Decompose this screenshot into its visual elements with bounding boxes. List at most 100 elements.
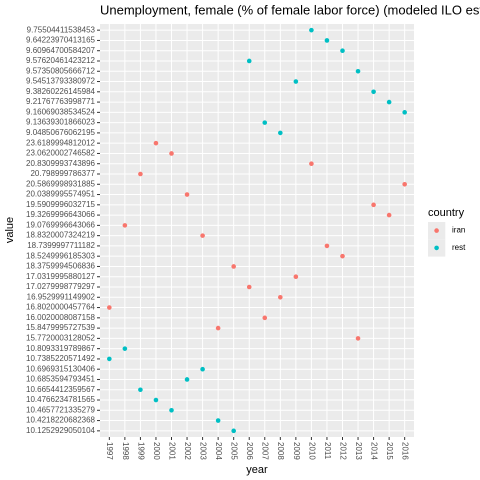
- chart-title: Unemployment, female (% of female labor …: [100, 2, 480, 17]
- y-tick-label: 10.6853594793451: [26, 375, 96, 384]
- point: [278, 130, 283, 136]
- point: [138, 387, 143, 393]
- point: [402, 181, 407, 187]
- point: [278, 294, 283, 300]
- point: [355, 68, 361, 74]
- y-tick-label: 10.4657721335279: [26, 405, 96, 414]
- point: [122, 346, 128, 351]
- y-tick-label: 9.16069038534524: [26, 107, 96, 116]
- point: [371, 89, 376, 95]
- y-tick-label: 9.54513793380972: [26, 77, 96, 86]
- x-tick-label: 2004: [214, 442, 223, 460]
- point: [246, 58, 252, 64]
- point: [169, 151, 174, 156]
- y-tick-label: 15.8479995727539: [26, 323, 96, 332]
- y-tick-label: 19.5909996032715: [26, 200, 96, 209]
- x-tick-label: 2005: [230, 442, 239, 460]
- x-tick-label: 2009: [292, 442, 301, 460]
- y-tick-label: 10.6654412359567: [26, 385, 96, 394]
- y-tick-label: 9.57350805666712: [26, 66, 96, 75]
- y-tick-label: 18.7399997711182: [27, 241, 95, 250]
- y-tick-label: 16.8020000457764: [26, 303, 96, 312]
- y-tick-label: 18.3759994506836: [26, 262, 96, 271]
- y-tick-label: 23.0620002746582: [26, 149, 96, 158]
- point: [402, 110, 407, 115]
- point: [169, 407, 174, 413]
- y-tick-label: 10.1252929050104: [26, 426, 96, 435]
- y-tick-label: 15.7720003128052: [26, 333, 96, 342]
- point: [215, 418, 221, 423]
- legend-marker: [434, 228, 439, 233]
- y-tick-label: 9.57620461423212: [26, 56, 96, 65]
- point: [293, 274, 299, 280]
- y-tick-label: 18.5249996185303: [26, 251, 96, 260]
- y-tick-label: 16.9529991149902: [27, 292, 96, 301]
- y-tick-label: 9.04850676062195: [26, 128, 96, 137]
- y-tick-label: 16.0020008087158: [26, 313, 96, 322]
- panel: [100, 24, 414, 437]
- y-tick-label: 19.0769996643066: [26, 220, 96, 229]
- x-tick-label: 2013: [354, 442, 363, 460]
- point: [200, 366, 205, 372]
- y-tick-label: 20.8309993743896: [26, 159, 96, 168]
- x-tick-label: 2006: [245, 442, 254, 460]
- x-axis-label: year: [246, 464, 268, 476]
- point: [262, 315, 268, 321]
- point: [231, 264, 236, 269]
- y-tick-label: 17.0279998779297: [26, 282, 96, 291]
- y-tick-label: 10.4218220682368: [26, 416, 96, 425]
- x-tick-label: 2016: [401, 442, 410, 460]
- legend-marker: [434, 245, 439, 251]
- y-tick-label: 9.38260226145984: [26, 87, 96, 96]
- y-tick-label: 9.64223970413165: [26, 36, 96, 45]
- x-tick-label: 1999: [136, 442, 145, 460]
- point: [153, 397, 159, 403]
- point: [262, 120, 268, 125]
- y-tick-label: 9.13639301866023: [26, 118, 96, 127]
- point: [355, 336, 361, 341]
- legend-label: rest: [452, 243, 466, 252]
- x-tick-label: 2001: [167, 442, 176, 460]
- y-tick-label: 10.4766234781565: [26, 395, 96, 404]
- point: [200, 233, 205, 238]
- point: [138, 171, 143, 177]
- point: [309, 27, 314, 33]
- y-tick-label: 20.5869998931885: [26, 179, 96, 188]
- y-tick-label: 20.0389995574951: [26, 190, 96, 199]
- y-tick-label: 23.6189994812012: [26, 138, 96, 147]
- y-tick-label: 9.21767763998771: [26, 97, 96, 106]
- x-tick-label: 2007: [261, 442, 270, 460]
- y-axis-label: value: [4, 217, 16, 243]
- point: [386, 99, 392, 105]
- x-tick-label: 2010: [307, 442, 316, 460]
- point: [231, 428, 236, 434]
- point: [107, 356, 112, 362]
- point: [324, 38, 330, 43]
- point: [215, 325, 221, 331]
- point: [153, 140, 159, 146]
- x-tick-label: 1997: [105, 442, 114, 460]
- point: [184, 377, 190, 382]
- x-tick-label: 2015: [385, 442, 394, 460]
- point: [371, 202, 376, 208]
- point: [340, 48, 345, 54]
- point: [293, 79, 299, 84]
- legend-label: iran: [452, 226, 465, 235]
- y-tick-label: 19.3269996643066: [26, 210, 96, 219]
- legend-title: country: [428, 207, 465, 219]
- x-tick-label: 1998: [121, 442, 130, 460]
- x-tick-label: 2002: [183, 442, 192, 460]
- point: [309, 161, 314, 167]
- y-tick-label: 17.0319995880127: [26, 272, 96, 281]
- y-tick-label: 10.7385220571492: [26, 354, 96, 363]
- y-tick-label: 10.6969315130406: [26, 364, 96, 373]
- point: [340, 253, 345, 259]
- point: [324, 243, 330, 249]
- point: [386, 212, 392, 218]
- x-tick-label: 2003: [198, 442, 207, 460]
- x-tick-label: 2000: [152, 442, 161, 460]
- point: [246, 284, 252, 290]
- point: [107, 305, 112, 310]
- x-tick-label: 2014: [369, 442, 378, 460]
